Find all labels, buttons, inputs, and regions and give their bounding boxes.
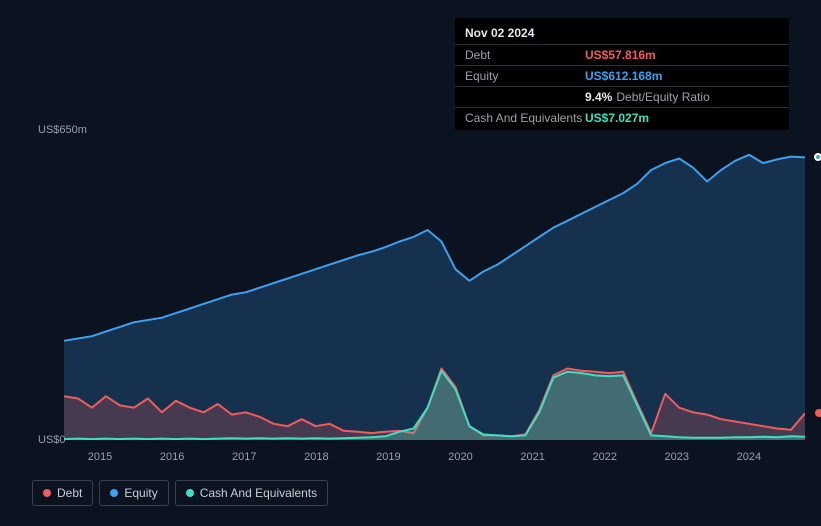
tooltip-label	[465, 90, 585, 104]
y-axis-label-top: US$650m	[38, 124, 87, 136]
legend-item-cash[interactable]: Cash And Equivalents	[175, 480, 328, 506]
x-axis-label: 2015	[88, 451, 112, 463]
plot-area[interactable]	[64, 140, 805, 440]
y-axis-label-bottom: US$0	[38, 434, 66, 446]
legend-item-equity[interactable]: Equity	[99, 480, 168, 506]
tooltip-value: US$57.816m	[585, 48, 656, 62]
x-axis-label: 2017	[232, 451, 256, 463]
tooltip-label: Debt	[465, 48, 585, 62]
tooltip-suffix: Debt/Equity Ratio	[616, 90, 709, 104]
x-axis-label: 2024	[737, 451, 761, 463]
x-axis-label: 2023	[665, 451, 689, 463]
tooltip-row: 9.4%Debt/Equity Ratio	[455, 86, 789, 107]
tooltip-row: Cash And EquivalentsUS$7.027m	[455, 107, 789, 128]
tooltip-row: DebtUS$57.816m	[455, 44, 789, 65]
area-chart-svg	[64, 140, 805, 440]
x-axis-label: 2019	[376, 451, 400, 463]
legend-label: Cash And Equivalents	[200, 486, 317, 500]
legend-item-debt[interactable]: Debt	[32, 480, 93, 506]
tooltip-row: EquityUS$612.168m	[455, 65, 789, 86]
legend-dot-icon	[43, 489, 51, 497]
x-axis-label: 2020	[448, 451, 472, 463]
tooltip-value: US$612.168m	[585, 69, 662, 83]
tooltip-value: US$7.027m	[585, 111, 649, 125]
tooltip-label: Cash And Equivalents	[465, 111, 585, 125]
tooltip-value: 9.4%Debt/Equity Ratio	[585, 90, 710, 104]
hover-point-equity	[814, 153, 821, 161]
legend-label: Debt	[57, 486, 82, 500]
tooltip-date: Nov 02 2024	[455, 24, 789, 44]
legend-label: Equity	[124, 486, 157, 500]
chart-legend: Debt Equity Cash And Equivalents	[32, 480, 328, 506]
x-axis-label: 2016	[160, 451, 184, 463]
x-axis-label: 2021	[520, 451, 544, 463]
legend-dot-icon	[110, 489, 118, 497]
legend-dot-icon	[186, 489, 194, 497]
x-axis-label: 2018	[304, 451, 328, 463]
x-axis-label: 2022	[592, 451, 616, 463]
chart-tooltip: Nov 02 2024 DebtUS$57.816mEquityUS$612.1…	[455, 18, 789, 130]
tooltip-label: Equity	[465, 69, 585, 83]
financial-chart: Nov 02 2024 DebtUS$57.816mEquityUS$612.1…	[16, 0, 805, 526]
endpoint-marker-debt	[815, 409, 821, 417]
